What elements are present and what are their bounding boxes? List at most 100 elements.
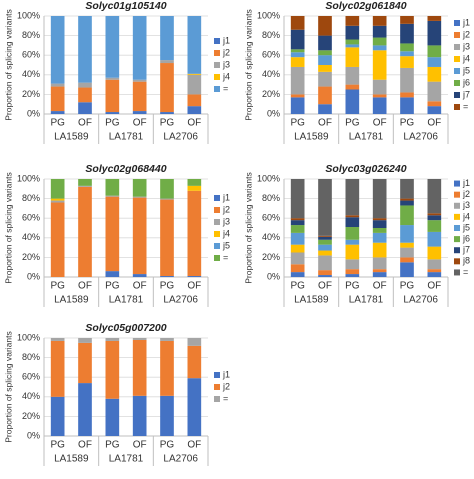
bar-segment bbox=[345, 217, 360, 228]
bar-segment bbox=[372, 218, 387, 221]
legend-label: j7 bbox=[462, 245, 470, 255]
x-tick-label: PG bbox=[160, 118, 175, 129]
x-tick-label: PG bbox=[345, 118, 360, 129]
bar-segment bbox=[372, 45, 387, 51]
legend-label: j5 bbox=[462, 65, 470, 75]
y-tick-label: 20% bbox=[22, 89, 40, 99]
y-tick-label: 80% bbox=[22, 193, 40, 203]
bar-segment bbox=[78, 186, 92, 277]
legend-label: j5 bbox=[222, 240, 230, 250]
legend-label: j3 bbox=[222, 216, 230, 226]
x-tick-label: PG bbox=[50, 440, 65, 451]
bar-segment bbox=[372, 228, 387, 233]
bar-segment bbox=[78, 102, 92, 114]
bar-segment bbox=[318, 244, 332, 251]
bar-segment bbox=[105, 271, 120, 277]
bar-segment bbox=[318, 250, 332, 256]
bar-segment bbox=[290, 94, 305, 98]
bar-segment bbox=[427, 220, 442, 232]
legend-swatch bbox=[454, 225, 460, 231]
bar-segment bbox=[187, 179, 202, 186]
bar-segment bbox=[345, 89, 360, 114]
bar-segment bbox=[427, 106, 442, 114]
x-tick-label: PG bbox=[105, 440, 120, 451]
x-tick-label: OF bbox=[133, 281, 147, 292]
x-tick-label: OF bbox=[78, 118, 92, 129]
bar-segment bbox=[400, 198, 414, 201]
bar-segment bbox=[372, 16, 387, 26]
legend-swatch bbox=[214, 195, 220, 201]
bar-segment bbox=[132, 339, 147, 396]
bar-segment bbox=[160, 16, 174, 61]
bar-segment bbox=[78, 338, 92, 343]
y-tick-label: 40% bbox=[22, 232, 40, 242]
group-label: LA1589 bbox=[294, 295, 329, 306]
legend-swatch bbox=[214, 74, 220, 80]
bar-segment bbox=[372, 97, 387, 114]
legend-swatch bbox=[454, 191, 460, 198]
x-tick-label: OF bbox=[78, 281, 92, 292]
bar-segment bbox=[290, 272, 305, 277]
bar-segment bbox=[318, 255, 332, 271]
bar-segment bbox=[400, 97, 414, 114]
chart-title: Solyc02g061840 bbox=[325, 0, 406, 12]
bar-segment bbox=[78, 87, 92, 103]
legend-swatch bbox=[214, 396, 220, 402]
x-tick-label: OF bbox=[427, 281, 441, 292]
legend-swatch bbox=[454, 44, 460, 50]
bar-segment bbox=[427, 101, 442, 107]
bar-segment bbox=[132, 179, 147, 197]
bar-segment bbox=[372, 25, 387, 38]
bar-segment bbox=[78, 82, 92, 88]
legend-label: j6 bbox=[462, 233, 470, 243]
bar-segment bbox=[78, 185, 92, 187]
bar-segment bbox=[318, 236, 332, 240]
chart-title: Solyc01g105140 bbox=[85, 0, 166, 12]
legend-label: j3 bbox=[222, 59, 230, 69]
bar-segment bbox=[400, 247, 414, 258]
legend-swatch bbox=[214, 62, 220, 68]
bar-segment bbox=[318, 86, 332, 105]
legend-swatch bbox=[454, 68, 460, 74]
legend-swatch bbox=[454, 180, 460, 187]
bar-segment bbox=[400, 257, 414, 263]
group-label: LA1589 bbox=[54, 132, 89, 143]
bar-segment bbox=[290, 220, 305, 226]
legend-label: = bbox=[223, 252, 228, 262]
bar-segment bbox=[50, 338, 65, 341]
bar-segment bbox=[187, 73, 202, 75]
x-tick-label: PG bbox=[105, 281, 120, 292]
bar-segment bbox=[187, 106, 202, 114]
bar-segment bbox=[105, 179, 120, 196]
bar-segment bbox=[105, 77, 120, 80]
bar-segment bbox=[345, 239, 360, 245]
x-tick-label: OF bbox=[187, 440, 201, 451]
bar-segment bbox=[400, 16, 414, 24]
bar-segment bbox=[50, 86, 65, 112]
bar-segment bbox=[50, 179, 65, 199]
y-tick-label: 0% bbox=[27, 108, 40, 118]
legend-label: j6 bbox=[462, 77, 470, 87]
bar-segment bbox=[400, 56, 414, 68]
legend-swatch bbox=[454, 56, 460, 62]
chart-title: Solyc05g007200 bbox=[85, 322, 166, 334]
bar-segment bbox=[290, 218, 305, 221]
y-tick-label: 0% bbox=[27, 271, 40, 281]
x-tick-label: PG bbox=[160, 281, 175, 292]
y-tick-label: 60% bbox=[22, 50, 40, 60]
bar-segment bbox=[105, 338, 120, 341]
legend-label: j1 bbox=[462, 17, 470, 27]
bar-segment bbox=[400, 67, 414, 93]
bar-segment bbox=[160, 63, 174, 113]
legend-swatch bbox=[454, 269, 460, 276]
bar-segment bbox=[427, 231, 442, 247]
bar-segment bbox=[400, 43, 414, 52]
legend-swatch bbox=[454, 258, 460, 265]
bar-segment bbox=[160, 179, 174, 199]
group-label: LA2706 bbox=[403, 295, 438, 306]
bar-segment bbox=[290, 16, 305, 30]
bar-segment bbox=[345, 179, 360, 216]
bar-segment bbox=[427, 272, 442, 277]
legend-label: = bbox=[463, 101, 468, 111]
